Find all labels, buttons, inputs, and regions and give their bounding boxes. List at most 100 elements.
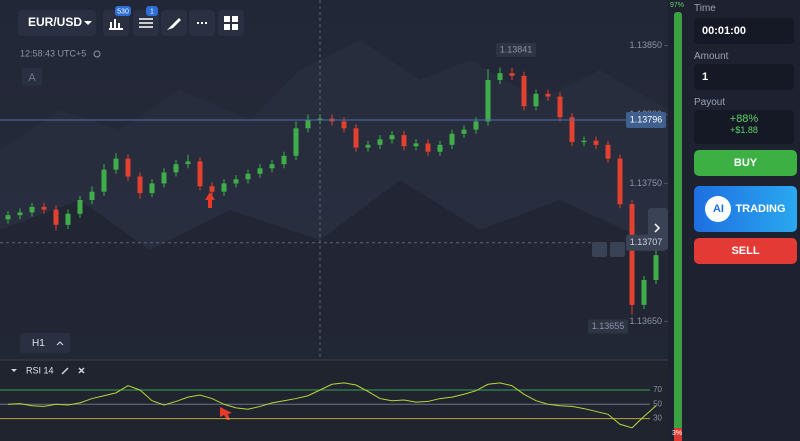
price-marker: 1.13707 [630, 237, 663, 247]
candle-body [209, 186, 215, 192]
pair: EUR/USD [28, 15, 82, 29]
chart-area: EUR/USD 530 1 12:58:43 UTC+5 A H1 RSI 14… [0, 0, 668, 441]
candle-body [401, 135, 407, 147]
low-label-box [588, 319, 628, 334]
icon [167, 18, 181, 30]
ai-badge: AI [705, 196, 732, 223]
candle-body [65, 213, 71, 225]
candle-body [269, 164, 275, 169]
progress-bottom: 3% [672, 430, 683, 437]
trade-panel: 97% 3% Time 00:01:00 Amount 1 Payout +88… [668, 0, 800, 441]
badge-count: 1 [150, 8, 154, 15]
candle-body [257, 168, 263, 174]
high-label: 1.13841 [500, 44, 533, 54]
buy-button[interactable]: BUY [694, 150, 797, 176]
candle-body [53, 209, 59, 225]
candle-body [17, 212, 23, 216]
candle-body [77, 200, 83, 214]
candle-body [593, 140, 599, 145]
indicator-title: RSI 14 [26, 365, 54, 375]
candle-body [617, 158, 623, 205]
layout-button[interactable] [218, 10, 244, 36]
amount-input[interactable]: 1 [694, 64, 794, 90]
icon [224, 16, 238, 30]
y-tick-label: 1.13650 [629, 316, 662, 326]
candle-body [377, 139, 383, 145]
candle-body [389, 135, 395, 140]
candle-body [509, 73, 515, 76]
candle-body [497, 73, 503, 80]
icon [139, 18, 153, 28]
candle-body [305, 120, 311, 129]
progress-top: 97% [670, 2, 685, 9]
amount-value: 1 [702, 71, 709, 83]
time-value: 00:01:00 [702, 25, 747, 37]
candle-body [545, 93, 551, 97]
ai-trading-button[interactable]: AI TRADING [694, 186, 797, 232]
candle-body [521, 75, 527, 107]
buy-label: BUY [733, 157, 758, 169]
y-tick-label: 1.13850 [629, 40, 662, 50]
candle-body [365, 144, 371, 148]
payout-box: +88% +$1.88 [694, 110, 794, 144]
candle-body [629, 204, 635, 305]
badge [146, 6, 158, 16]
trading-label: TRADING [735, 203, 786, 215]
payout-amount: +$1.88 [730, 125, 758, 135]
candle-body [113, 158, 119, 170]
candle-body [293, 128, 299, 156]
alert-button[interactable] [610, 242, 625, 257]
timeframe-button[interactable] [20, 333, 70, 353]
gear-icon [93, 50, 101, 58]
timer-button[interactable] [592, 242, 607, 257]
candle-body [341, 121, 347, 129]
mountain [0, 180, 668, 360]
candle-body [125, 158, 131, 177]
y-tick-label: 70 [653, 385, 662, 394]
y-tick-label: 1.13750 [629, 178, 662, 188]
rsi-line [7, 382, 657, 429]
candle-body [449, 133, 455, 145]
progress-bar [674, 12, 682, 430]
current-price: 1.13796 [630, 114, 663, 124]
candle-body [245, 173, 251, 180]
candle-body [653, 255, 659, 280]
candle-body [221, 183, 227, 192]
candle-body [641, 280, 647, 305]
payout-pct: +88% [729, 113, 759, 125]
low-label: 1.13655 [592, 321, 625, 331]
candle-body [581, 140, 587, 143]
y-tick-label: 30 [653, 414, 662, 423]
candle-body [353, 128, 359, 148]
dropdown-icon [84, 21, 92, 25]
candle-body [101, 169, 107, 192]
current-price-box [626, 112, 666, 128]
candle-body [5, 215, 11, 220]
close-icon[interactable] [78, 367, 85, 374]
candle-body [137, 176, 143, 194]
timeframe: H1 [32, 338, 45, 349]
candle-body [569, 117, 575, 143]
indicator-panel [0, 360, 668, 441]
edit-icon[interactable] [61, 367, 69, 375]
y-tick-label: 50 [653, 399, 662, 408]
price-marker-box [626, 234, 666, 251]
candle-body [149, 183, 155, 194]
badge [115, 6, 131, 16]
progress-bar-rest [674, 428, 682, 441]
chart-label: A [28, 72, 36, 84]
candle-body [29, 206, 35, 213]
arrow-annotation [220, 407, 232, 420]
candle-body [485, 80, 491, 122]
sell-button[interactable]: SELL [694, 238, 797, 264]
badge-count: 530 [117, 8, 129, 15]
candle-body [605, 144, 611, 159]
candle-body [473, 121, 479, 130]
candle-body [461, 129, 467, 134]
time-input[interactable]: 00:01:00 [694, 18, 794, 44]
high-label-box [496, 42, 536, 57]
pair-button[interactable] [18, 10, 96, 36]
payout-label: Payout [694, 97, 726, 108]
candle-body [557, 96, 563, 118]
